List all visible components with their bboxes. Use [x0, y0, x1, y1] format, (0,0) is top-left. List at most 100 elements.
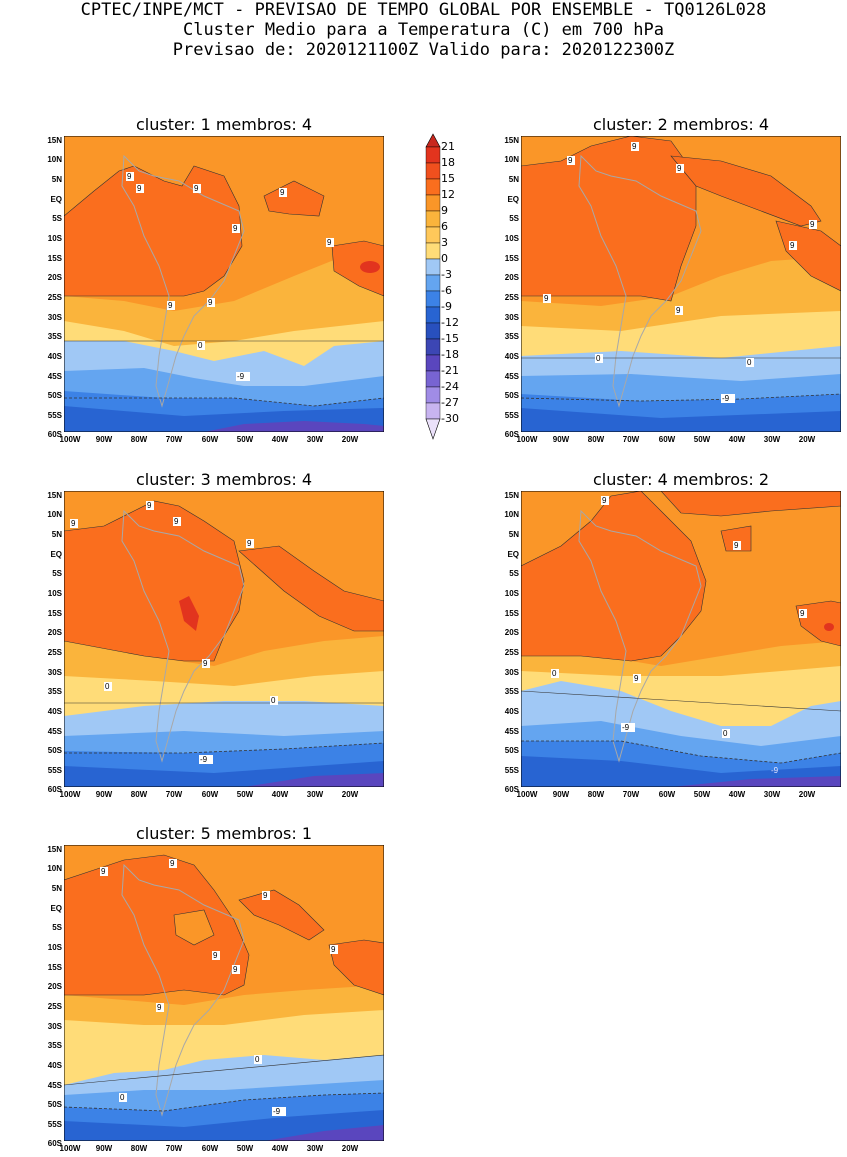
colorbar-label: -18	[441, 348, 459, 361]
lat-tick: 40S	[47, 352, 62, 361]
contour-label: 9	[194, 184, 199, 193]
lat-tick: 10S	[504, 234, 519, 243]
lat-tick: 20S	[47, 273, 62, 282]
lat-tick: 50S	[504, 391, 519, 400]
contour-label: 9	[800, 609, 805, 618]
lat-tick: 35S	[504, 332, 519, 341]
lat-tick: 10S	[47, 943, 62, 952]
lat-tick: 5S	[509, 214, 519, 223]
lat-tick: 35S	[47, 332, 62, 341]
lat-tick: 5S	[509, 569, 519, 578]
contour-label: 9	[71, 519, 76, 528]
swatch-minus-3	[425, 258, 441, 276]
lon-tick: 30W	[306, 435, 324, 444]
map-panel-cluster-3: cluster: 3 membros: 4 9 9 9 9 9 0 0 -9 1…	[47, 471, 384, 799]
contour-label: -9	[771, 766, 779, 775]
lon-tick: 40W	[271, 1144, 289, 1153]
lat-tick: 5S	[52, 569, 62, 578]
lon-tick: 60W	[201, 1144, 219, 1153]
swatch-0	[425, 242, 441, 260]
swatch-12	[425, 178, 441, 196]
lon-tick: 80W	[130, 435, 148, 444]
contour-label: 9	[331, 945, 336, 954]
lat-tick: 25S	[504, 293, 519, 302]
colorbar-top-arrow	[425, 133, 441, 148]
contour-label: 0	[723, 729, 728, 738]
contour-label: 9	[280, 188, 285, 197]
lat-tick: 50S	[47, 746, 62, 755]
colorbar-label: -21	[441, 364, 459, 377]
lon-tick: 80W	[587, 790, 605, 799]
band-minus-12	[64, 1110, 384, 1141]
swatch-18	[425, 146, 441, 164]
contour-label: 9	[677, 164, 682, 173]
panel-title: cluster: 1 membros: 4	[135, 115, 313, 134]
band-minus-15	[671, 776, 841, 787]
band-9-atlantic	[331, 240, 384, 297]
contour-label: 9	[602, 496, 607, 505]
lat-tick: 15S	[504, 254, 519, 263]
lat-tick: 10S	[47, 589, 62, 598]
colorbar-label: 21	[441, 140, 455, 153]
colorbar-label: -12	[441, 316, 459, 329]
lat-tick: 55S	[47, 766, 62, 775]
lat-tick: 5N	[51, 175, 62, 184]
lon-tick: 20W	[341, 1144, 359, 1153]
contour-label: 0	[198, 341, 203, 350]
lat-tick: 35S	[47, 1041, 62, 1050]
minus-9-isoline	[521, 393, 841, 402]
minus-9-isoline	[64, 397, 384, 407]
colorbar: 21 18 15 12 9 6 3 0 -3 -6 -9 -12 -15 -18…	[425, 133, 485, 443]
lon-tick: 90W	[95, 790, 113, 799]
swatch-minus-6	[425, 274, 441, 292]
swatch-minus-9	[425, 290, 441, 308]
panel-title: cluster: 2 membros: 4	[592, 115, 770, 134]
temperature-map: 9 9 9 9 9 0 0 -9	[64, 491, 384, 787]
lon-tick: 100W	[59, 790, 81, 799]
swatch-minus-24	[425, 370, 441, 388]
map-panel-cluster-1: cluster: 1 membros: 4 9 9 9 9 9 9 9 9 0 …	[47, 115, 384, 444]
band-9-atlantic	[328, 939, 384, 996]
lat-tick: 55S	[504, 766, 519, 775]
band-9-west	[64, 854, 250, 996]
contour-label: 9	[568, 156, 573, 165]
colorbar-label: -9	[441, 300, 452, 313]
coastline	[121, 863, 245, 1117]
lat-tick: 35S	[47, 687, 62, 696]
temperature-map: 9 9 9 9 0 0 -9 -9	[521, 491, 841, 787]
lon-tick: 100W	[59, 435, 81, 444]
minus-9-isoline	[64, 742, 384, 754]
swatch-9	[425, 194, 441, 212]
lon-tick: 70W	[165, 435, 183, 444]
lat-tick: 10N	[504, 155, 519, 164]
lat-tick: 40S	[504, 352, 519, 361]
lat-tick: 15N	[47, 491, 62, 500]
lon-tick: 40W	[271, 790, 289, 799]
lat-tick: 30S	[47, 313, 62, 322]
band-9-west	[521, 136, 697, 302]
lon-tick: 50W	[236, 435, 254, 444]
lat-tick: 30S	[504, 668, 519, 677]
lat-tick: 10N	[47, 155, 62, 164]
contour-label: 9	[157, 1003, 162, 1012]
contour-label: 0	[255, 1055, 260, 1064]
lon-tick: 90W	[552, 790, 570, 799]
colorbar-label: 18	[441, 156, 455, 169]
temperature-map: 9 9 9 9 9 9 9 0 0 -9	[64, 845, 384, 1141]
lat-tick: 40S	[47, 707, 62, 716]
lon-tick: 70W	[165, 790, 183, 799]
zero-isoline	[64, 1054, 384, 1086]
contour-label: 9	[263, 891, 268, 900]
lon-tick: 20W	[798, 435, 816, 444]
temperature-map: 9 9 9 9 9 9 9 9 0 -9	[64, 136, 384, 432]
lat-tick: EQ	[507, 195, 519, 204]
band-9-atlantic	[775, 220, 841, 292]
band-9-west	[64, 500, 245, 662]
map-panel-cluster-2: cluster: 2 membros: 4 9 9 9 9 9 9 9 0 0 …	[504, 115, 841, 444]
band-minus-15	[204, 421, 384, 432]
lat-tick: 20S	[504, 273, 519, 282]
lat-tick: 55S	[504, 411, 519, 420]
lon-tick: 80W	[130, 1144, 148, 1153]
lon-tick: 100W	[59, 1144, 81, 1153]
colorbar-label: -15	[441, 332, 459, 345]
